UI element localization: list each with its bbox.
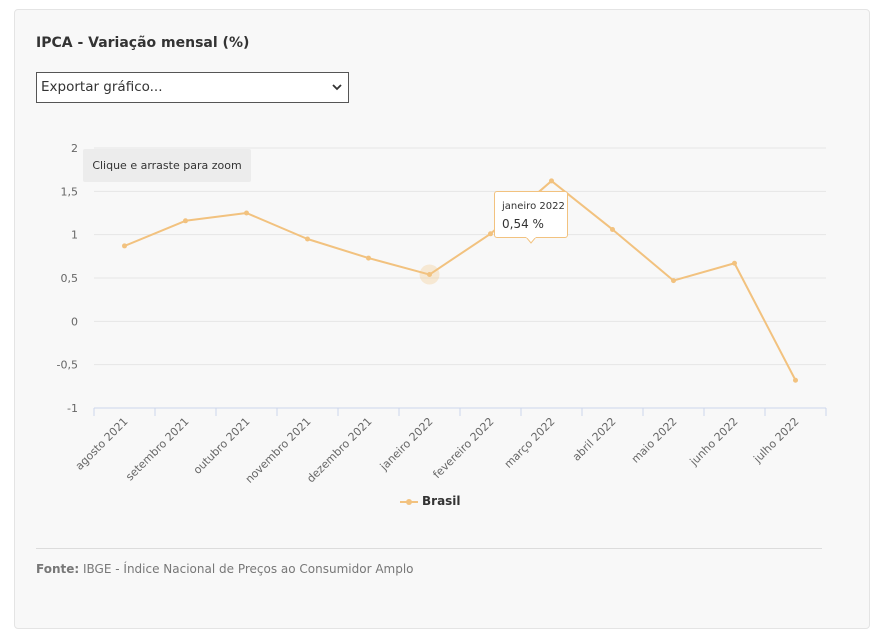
x-tick-label: julho 2022 (751, 415, 802, 466)
data-point[interactable] (793, 377, 798, 383)
data-point[interactable] (122, 243, 127, 249)
data-point[interactable] (305, 236, 310, 242)
y-tick-label: 1,5 (61, 185, 79, 198)
source-prefix: Fonte: (36, 562, 80, 576)
legend-label: Brasil (422, 494, 461, 508)
x-tick-label: maio 2022 (629, 415, 680, 466)
data-point[interactable] (610, 226, 615, 232)
divider (36, 548, 822, 549)
data-point[interactable] (671, 278, 676, 284)
source-text: IBGE - Índice Nacional de Preços ao Cons… (83, 562, 414, 576)
tooltip-value: 0,54 % (502, 217, 544, 231)
series-line-brasil (124, 179, 797, 381)
data-point[interactable] (183, 218, 188, 224)
data-point[interactable] (427, 272, 432, 278)
legend-line-marker-icon (400, 499, 418, 505)
export-select-label: Exportar gráfico... (41, 79, 163, 95)
x-tick-label: outubro 2021 (191, 415, 253, 477)
data-tooltip: janeiro 2022 0,54 % (494, 191, 568, 238)
y-tick-label: 2 (71, 142, 78, 155)
tooltip-arrow (526, 237, 536, 244)
y-tick-label: 1 (71, 229, 78, 242)
x-tick-label: dezembro 2021 (304, 415, 374, 485)
y-tick-label: -1 (67, 402, 78, 415)
x-tick-label: março 2022 (502, 415, 558, 471)
zoom-hint: Clique e arraste para zoom (83, 149, 251, 182)
x-tick-label: junho 2022 (687, 415, 741, 469)
y-tick-label: 0 (71, 315, 78, 328)
data-point[interactable] (732, 260, 737, 266)
source-note: Fonte: IBGE - Índice Nacional de Preços … (36, 562, 414, 576)
x-tick-label: setembro 2021 (123, 415, 191, 483)
x-tick-label: fevereiro 2022 (430, 415, 496, 481)
y-tick-label: 0,5 (61, 272, 79, 285)
data-point[interactable] (488, 231, 493, 237)
data-point[interactable] (366, 255, 371, 261)
chart-title: IPCA - Variação mensal (%) (36, 35, 250, 51)
chart-card (14, 9, 870, 629)
tooltip-date: janeiro 2022 (502, 201, 565, 212)
x-tick-label: janeiro 2022 (377, 415, 436, 474)
data-point[interactable] (549, 178, 554, 184)
x-tick-label: agosto 2021 (73, 415, 131, 473)
x-tick-label: novembro 2021 (243, 415, 314, 486)
chevron-down-icon (332, 84, 342, 91)
y-tick-label: -0,5 (57, 359, 78, 372)
export-chart-select[interactable]: Exportar gráfico... (36, 72, 349, 103)
data-point[interactable] (244, 210, 249, 216)
x-tick-label: abril 2022 (570, 415, 619, 464)
